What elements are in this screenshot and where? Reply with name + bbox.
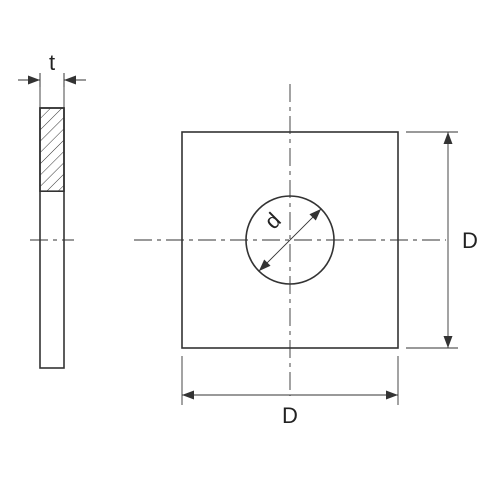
label-t: t — [49, 50, 55, 75]
side-view — [18, 73, 86, 368]
label-d: d — [260, 208, 286, 234]
label-D-bottom: D — [282, 403, 298, 428]
engineering-drawing: t d D D — [0, 0, 500, 500]
front-view — [134, 84, 458, 405]
label-D-right: D — [462, 228, 478, 253]
